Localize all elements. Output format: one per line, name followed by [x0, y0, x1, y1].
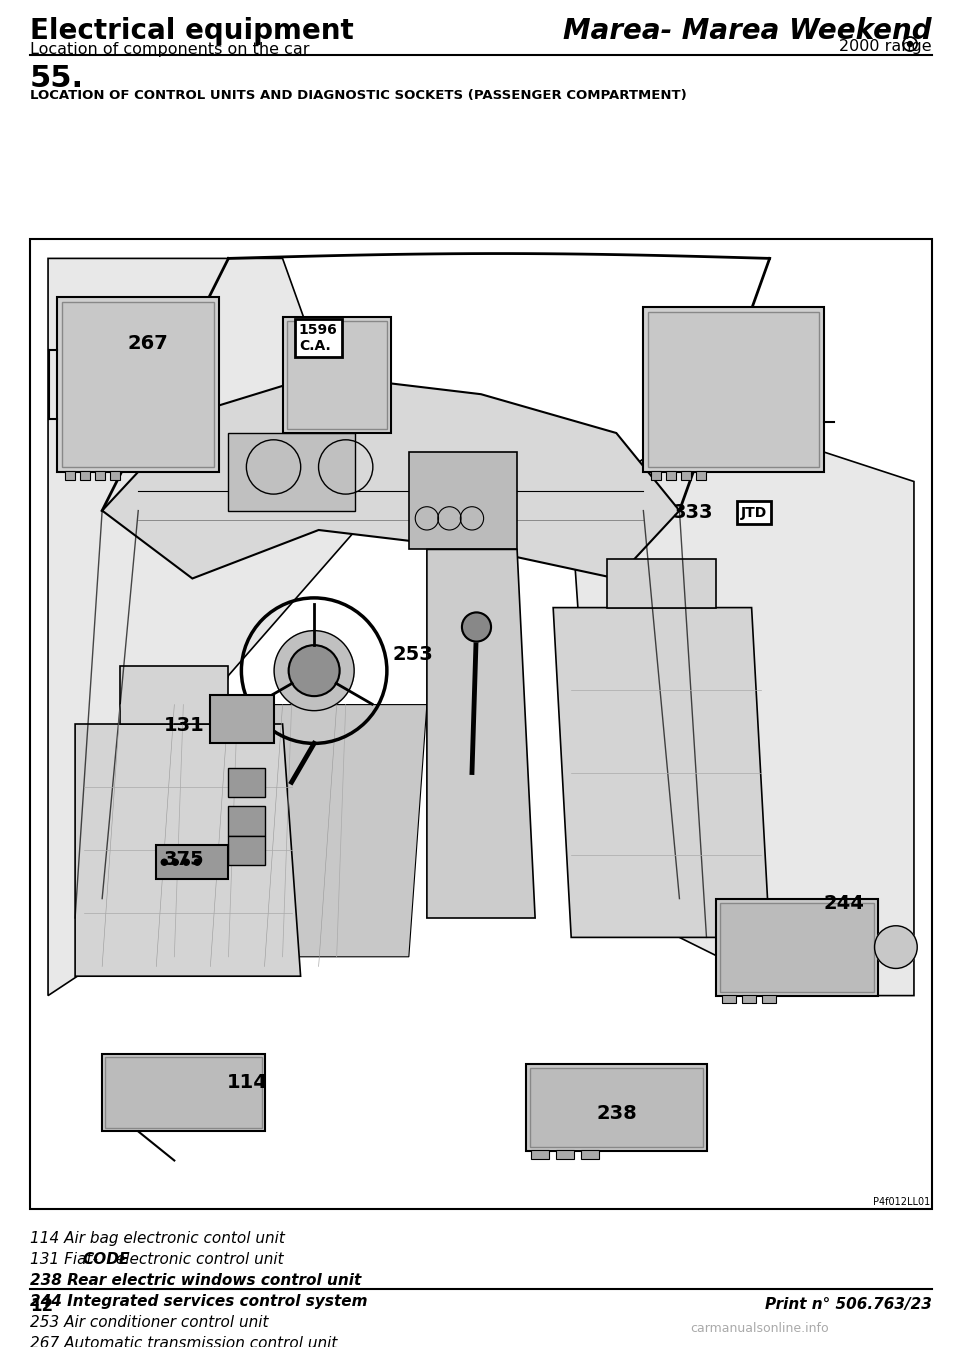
Circle shape: [172, 859, 179, 865]
Text: Print n° 506.763/23: Print n° 506.763/23: [765, 1297, 932, 1312]
Circle shape: [275, 630, 354, 711]
Bar: [228, 835, 265, 865]
Polygon shape: [553, 607, 770, 938]
Text: 253 Air conditioner control unit: 253 Air conditioner control unit: [30, 1315, 269, 1329]
Text: JTD: JTD: [741, 505, 767, 520]
Text: 131: 131: [163, 717, 204, 735]
Text: CODE: CODE: [83, 1251, 130, 1268]
Text: 114 Air bag electronic contol unit: 114 Air bag electronic contol unit: [30, 1231, 285, 1246]
Bar: [156, 846, 228, 880]
Text: 238: 238: [596, 1105, 637, 1123]
Bar: [110, 471, 120, 480]
Bar: [228, 432, 354, 511]
Bar: [62, 302, 214, 467]
Bar: [80, 471, 90, 480]
Circle shape: [289, 645, 340, 696]
Bar: [581, 1150, 599, 1158]
Bar: [228, 807, 265, 835]
Circle shape: [183, 859, 189, 865]
Text: 267: 267: [128, 334, 168, 353]
Bar: [409, 453, 517, 550]
Text: Location of components on the car: Location of components on the car: [30, 42, 309, 57]
Polygon shape: [120, 704, 427, 956]
Bar: [106, 1057, 261, 1129]
Text: 253: 253: [393, 645, 433, 664]
Circle shape: [462, 613, 492, 641]
Text: 333: 333: [672, 502, 712, 523]
Bar: [30, 238, 932, 1210]
Text: 267 Automatic transmission control unit: 267 Automatic transmission control unit: [30, 1336, 337, 1347]
Text: carmanualsonline.info: carmanualsonline.info: [690, 1321, 828, 1335]
Text: 2000 range: 2000 range: [839, 39, 932, 54]
Bar: [682, 471, 691, 480]
Circle shape: [907, 42, 913, 47]
Text: 238 Rear electric windows control unit: 238 Rear electric windows control unit: [30, 1273, 361, 1288]
Text: LOCATION OF CONTROL UNITS AND DIAGNOSTIC SOCKETS (PASSENGER COMPARTMENT): LOCATION OF CONTROL UNITS AND DIAGNOSTIC…: [30, 89, 686, 102]
Bar: [210, 695, 274, 744]
Bar: [715, 898, 877, 995]
Text: 12: 12: [30, 1297, 53, 1315]
Bar: [65, 471, 75, 480]
Polygon shape: [427, 550, 535, 919]
Circle shape: [875, 925, 917, 968]
Polygon shape: [48, 259, 372, 995]
Text: electronic control unit: electronic control unit: [110, 1251, 283, 1268]
Text: 131 Fiat-: 131 Fiat-: [30, 1251, 98, 1268]
Bar: [531, 1150, 549, 1158]
Bar: [696, 471, 707, 480]
Bar: [556, 1150, 574, 1158]
Polygon shape: [571, 414, 914, 995]
Bar: [530, 1068, 703, 1146]
Bar: [57, 298, 220, 471]
Text: 244: 244: [824, 894, 865, 913]
Bar: [228, 768, 265, 796]
Bar: [651, 471, 661, 480]
Bar: [526, 1064, 707, 1150]
Bar: [761, 994, 776, 1002]
Bar: [741, 994, 756, 1002]
Text: 244 Integrated services control system: 244 Integrated services control system: [30, 1294, 368, 1309]
Text: 375: 375: [163, 850, 204, 869]
Bar: [643, 307, 824, 471]
Text: Marea- Marea Weekend: Marea- Marea Weekend: [564, 18, 932, 44]
Bar: [282, 317, 391, 432]
Bar: [287, 321, 387, 428]
Text: P4f012LL01: P4f012LL01: [873, 1197, 930, 1207]
Circle shape: [194, 859, 201, 865]
Text: 114: 114: [227, 1074, 268, 1092]
Polygon shape: [75, 723, 300, 977]
Text: 55.: 55.: [30, 65, 84, 93]
Bar: [722, 994, 735, 1002]
Bar: [102, 1053, 265, 1131]
Bar: [720, 902, 874, 991]
Bar: [120, 665, 228, 723]
Polygon shape: [102, 374, 680, 578]
Circle shape: [161, 859, 167, 865]
Text: Electrical equipment: Electrical equipment: [30, 18, 353, 44]
Text: 1596
C.A.: 1596 C.A.: [299, 323, 338, 353]
Bar: [666, 471, 677, 480]
Bar: [648, 313, 819, 467]
Bar: [95, 471, 105, 480]
Bar: [608, 559, 715, 607]
